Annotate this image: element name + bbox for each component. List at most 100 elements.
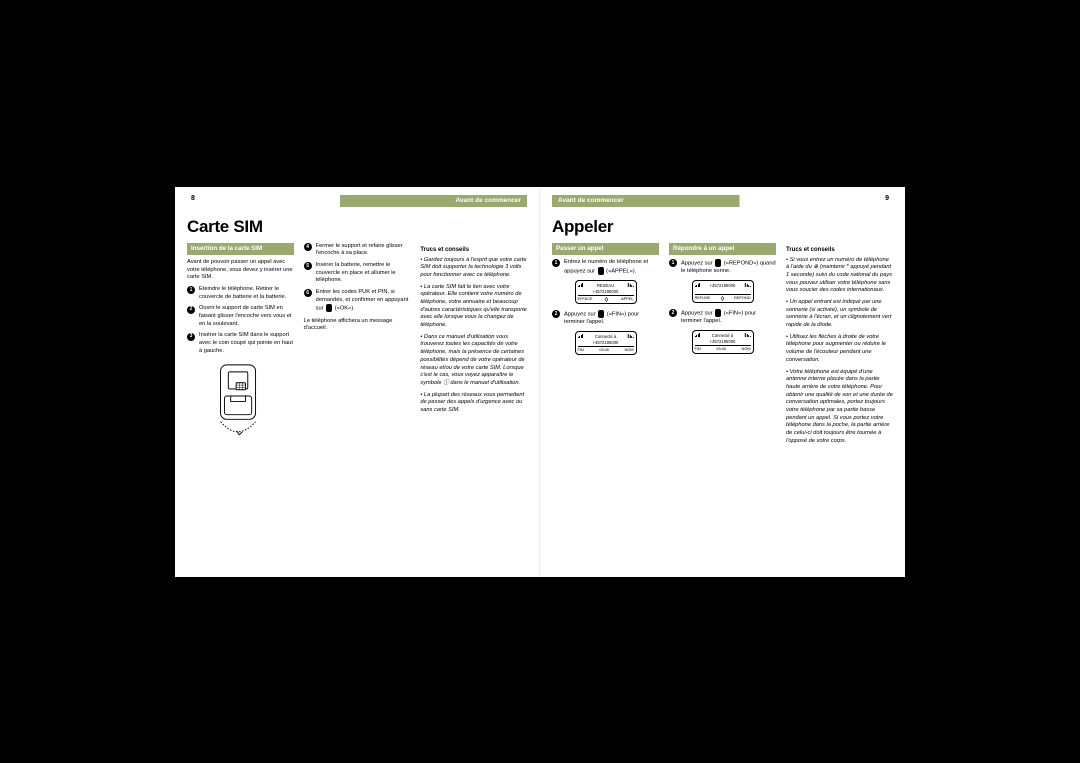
softkey-icon: [598, 310, 604, 318]
step-text: Insérer la batterie, remettre le couverc…: [316, 262, 411, 285]
screen-number: +4572195000: [578, 288, 634, 295]
tip-item: Un appel entrant est indiqué par une son…: [786, 299, 893, 330]
step-text-part: Appuyez sur: [564, 311, 596, 317]
right-colA: Passer un appel 1 Entrez le numéro de té…: [552, 243, 659, 450]
signal-icon: [578, 334, 584, 338]
step-item: 6 Entrer les codes PUK et PIN, si demand…: [304, 289, 411, 314]
page-title-right: Appeler: [552, 217, 893, 237]
tip-item: La plupart des réseaux vous per­mettent …: [420, 392, 527, 415]
right-columns: Passer un appel 1 Entrez le numéro de té…: [552, 243, 893, 450]
key-label: («APPEL»).: [606, 268, 636, 274]
step-text: Eteindre le téléphone. Retirer le couver…: [199, 286, 294, 301]
softkey-left: FIN: [578, 348, 584, 353]
step-bullet: 2: [187, 306, 195, 314]
screen-number: +4572195000: [578, 339, 634, 346]
step-bullet: 4: [304, 243, 312, 251]
step-item: 2 Appuyez sur («FIN») pour terminer l'ap…: [552, 310, 659, 327]
signal-icon: [695, 333, 701, 337]
left-col3: Trucs et conseils Gardez toujours à l'es…: [420, 243, 527, 447]
call-timer: 03:45: [599, 348, 609, 353]
step-bullet: 1: [552, 259, 560, 267]
right-colB: Répondre à un appel 1 Appuyez sur («REPO…: [669, 243, 776, 450]
step-text: Insérer la carte SIM dans le support ave…: [199, 332, 294, 355]
step-bullet: 2: [669, 309, 677, 317]
screen-illustration: Connecté à +4572195000 FIN 03:45 NOM: [552, 331, 659, 355]
section-heading: Passer un appel: [552, 243, 659, 255]
signal-icon: [695, 283, 701, 287]
step-item: 2 Appuyez sur («FIN») pour terminer l'ap…: [669, 309, 776, 326]
screen-top: RESEAU: [597, 283, 614, 288]
step-bullet: 2: [552, 310, 560, 318]
left-columns: Insertion de la carte SIM Avant de pouvo…: [187, 243, 527, 447]
tips-heading: Trucs et conseils: [786, 246, 893, 254]
softkey-icon: [715, 309, 721, 317]
battery-icon: [628, 283, 634, 287]
intro-text: Avant de pouvoir passer un appel avec vo…: [187, 259, 294, 282]
tip-item: Gardez toujours à l'esprit que votre car…: [420, 257, 527, 280]
softkey-left: REFUSE: [695, 296, 711, 301]
step-item: 1 Entrez le numéro de téléphone et appuy…: [552, 259, 659, 276]
step-item: 3 Insérer la carte SIM dans le support av…: [187, 332, 294, 355]
running-head-text: Avant de commencer: [552, 197, 624, 204]
battery-icon: [745, 283, 751, 287]
running-head-right: Avant de commencer: [552, 195, 893, 207]
phone-screen: Connecté à +4572195000 FIN 03:45 NOM: [575, 331, 637, 355]
step-bullet: 6: [304, 289, 312, 297]
softkey-icon: [598, 267, 604, 275]
softkey-right: REPOND: [734, 296, 751, 301]
ok-key-icon: [326, 304, 332, 312]
left-col2: 4 Fermer le support et refaire glisser l'…: [304, 243, 411, 447]
step-item: 2 Ouvrir le support de carte SIM en faisa…: [187, 305, 294, 328]
note-text: Le téléphone affichera un message d'accu…: [304, 318, 411, 333]
step-item: 4 Fermer le support et refaire glisser l'…: [304, 243, 411, 258]
sim-illustration: [187, 361, 294, 447]
manual-spread: 8 Avant de commencer Carte SIM Insertion…: [175, 187, 905, 577]
step-text-part: Appuyez sur: [681, 260, 713, 266]
page-title-left: Carte SIM: [187, 217, 527, 237]
section-heading: Répondre à un appel: [669, 243, 776, 255]
softkey-right: NOM: [741, 347, 750, 352]
step-text: Appuyez sur («FIN») pour terminer l'appe…: [681, 309, 776, 326]
screen-top: Connecté à: [595, 334, 616, 339]
nav-arrows-icon: [603, 297, 610, 302]
step-text: Ouvrir le support de carte SIM en faisan…: [199, 305, 294, 328]
softkey-left: EFFACE: [578, 297, 593, 302]
signal-icon: [578, 283, 584, 287]
step-text: Entrez le numéro de téléphone et appuyez…: [564, 259, 659, 276]
call-timer: 03:45: [716, 347, 726, 352]
step-bullet: 1: [669, 259, 677, 267]
battery-icon: [628, 334, 634, 338]
step-item: 1 Appuyez sur («REPOND») quand le téléph…: [669, 259, 776, 276]
section-heading: Insertion de la carte SIM: [187, 243, 294, 255]
phone-screen: RESEAU +4572195000 EFFACE APPEL: [575, 280, 637, 304]
screen-number: +4572195000: [710, 283, 736, 288]
phone-screen: Connecté à +4572195000 FIN03:45NOM: [692, 330, 754, 354]
screen-illustration: +4572195000 REFUSE REPOND: [669, 280, 776, 303]
tip-item: Si vous entrez un numéro de télé­phone à…: [786, 257, 893, 295]
tip-item: Dans ce manuel d'utilisation vous trouve…: [420, 334, 527, 388]
left-col1: Insertion de la carte SIM Avant de pouvo…: [187, 243, 294, 447]
softkey-left: FIN: [695, 347, 701, 352]
page-number-left: 8: [191, 195, 195, 202]
key-label: («OK»).: [335, 306, 355, 312]
tip-item: Utilisez les flèches à droite de votre t…: [786, 334, 893, 365]
step-text: Entrer les codes PUK et PIN, si demandés…: [316, 289, 411, 314]
step-text: Appuyez sur («REPOND») quand le téléphon…: [681, 259, 776, 276]
step-bullet: 5: [304, 262, 312, 270]
step-item: 5 Insérer la batterie, remettre le couver…: [304, 262, 411, 285]
step-text: Fermer le support et refaire glisser l'e…: [316, 243, 411, 258]
tip-item: Votre téléphone est équipé d'une antenne…: [786, 369, 893, 446]
battery-icon: [745, 333, 751, 337]
step-text-part: Appuyez sur: [681, 310, 713, 316]
step-text: Appuyez sur («FIN») pour terminer l'appe…: [564, 310, 659, 327]
softkey-right: NOM: [624, 348, 633, 353]
running-head-left: Avant de commencer: [187, 195, 527, 207]
right-colC: Trucs et conseils Si vous entrez un numé…: [786, 243, 893, 450]
nav-arrows-icon: [719, 296, 726, 301]
tip-item: La carte SIM fait le lien avec votre opé…: [420, 284, 527, 330]
screen-illustration: RESEAU +4572195000 EFFACE APPEL: [552, 280, 659, 304]
running-head-text: Avant de commencer: [455, 197, 527, 204]
step-bullet: 3: [187, 333, 195, 341]
step-item: 1Eteindre le téléphone. Retirer le couve…: [187, 286, 294, 301]
softkey-right: APPEL: [621, 297, 633, 302]
